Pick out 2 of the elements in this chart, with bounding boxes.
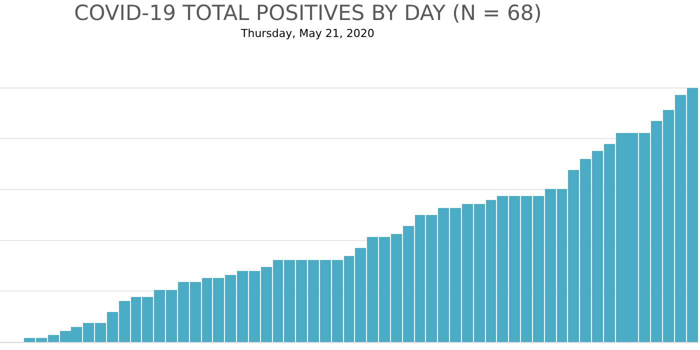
chart-subtitle: Thursday, May 21, 2020 [240, 27, 374, 40]
chart-title: COVID-19 TOTAL POSITIVES BY DAY (N = 68) [74, 0, 542, 25]
